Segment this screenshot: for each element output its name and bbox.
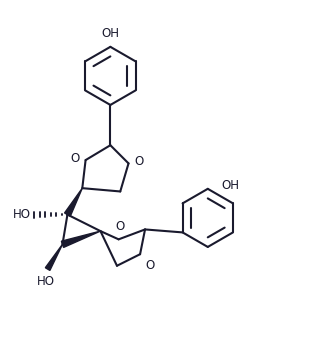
Text: O: O [145, 259, 154, 272]
Polygon shape [45, 244, 63, 270]
Text: OH: OH [221, 179, 239, 192]
Text: O: O [135, 155, 144, 168]
Text: HO: HO [37, 275, 55, 288]
Polygon shape [65, 188, 82, 216]
Text: OH: OH [101, 27, 119, 39]
Polygon shape [61, 231, 101, 248]
Text: O: O [70, 152, 80, 165]
Text: HO: HO [12, 208, 30, 221]
Text: O: O [116, 220, 125, 233]
